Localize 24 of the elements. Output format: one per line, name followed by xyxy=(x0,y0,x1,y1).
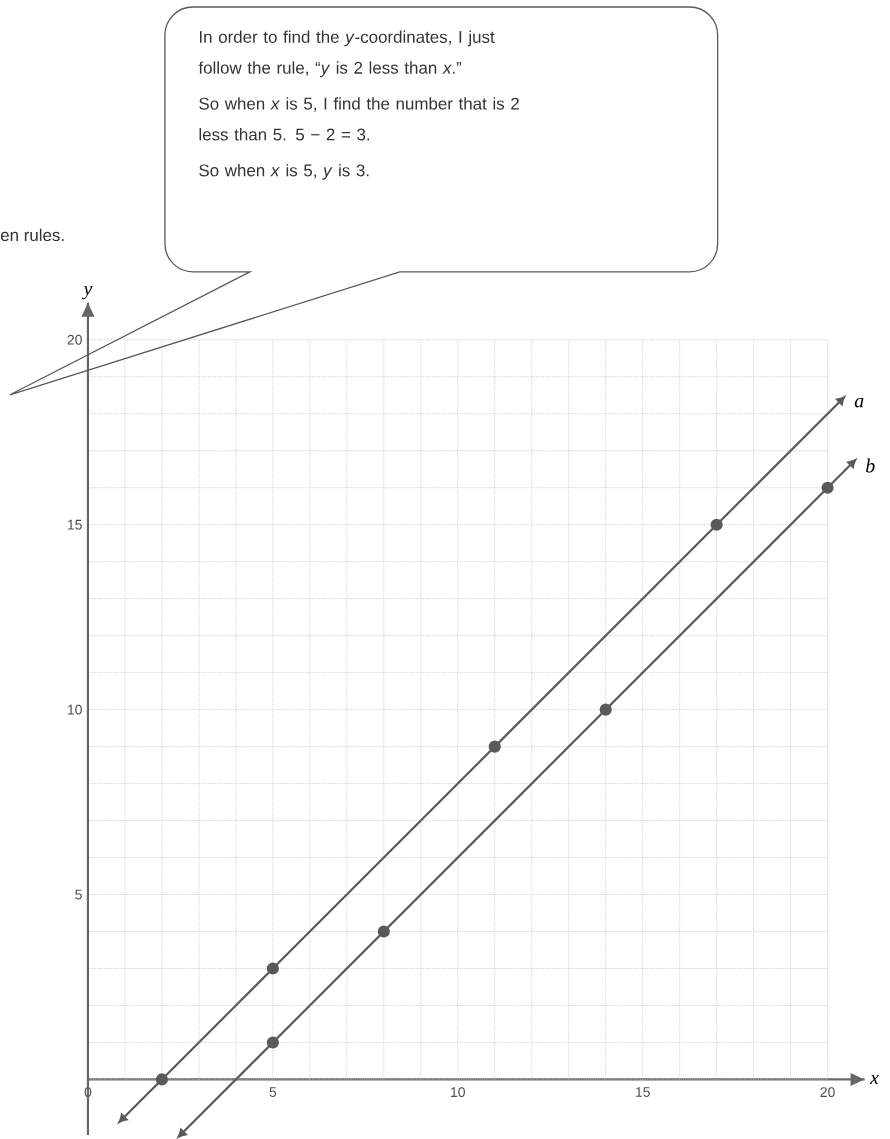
x-axis-title: x xyxy=(870,1074,880,1085)
point xyxy=(266,962,280,975)
y-tick-label: 15 xyxy=(68,519,83,530)
text: So when x is 5, y is 3. xyxy=(199,163,369,180)
point xyxy=(266,1036,280,1049)
x-tick-label: 10 xyxy=(451,1087,466,1098)
y-tick-label: 5 xyxy=(75,889,83,900)
text: In order to find the y-coordinates, I just follow the rule, “y is 2 less than x.” xyxy=(198,30,495,78)
y-tick-label: 10 xyxy=(68,704,83,715)
series-label: a xyxy=(855,397,864,408)
y-axis-title: y xyxy=(82,285,93,300)
text: So when x is 5, I find the number that is 2 less than 5. 5 − 2 = 3. xyxy=(199,97,520,141)
point xyxy=(156,1073,169,1086)
point xyxy=(488,740,502,753)
y-tick-label: 20 xyxy=(67,334,83,345)
x-tick-label: 20 xyxy=(820,1087,836,1098)
x-tick-label: 15 xyxy=(636,1087,651,1097)
point xyxy=(377,925,391,938)
point xyxy=(599,703,613,716)
point xyxy=(710,518,723,531)
x-tick-label: 5 xyxy=(269,1087,277,1097)
point xyxy=(821,481,834,494)
series-label: b xyxy=(866,458,875,473)
text: en rules. xyxy=(1,228,64,242)
